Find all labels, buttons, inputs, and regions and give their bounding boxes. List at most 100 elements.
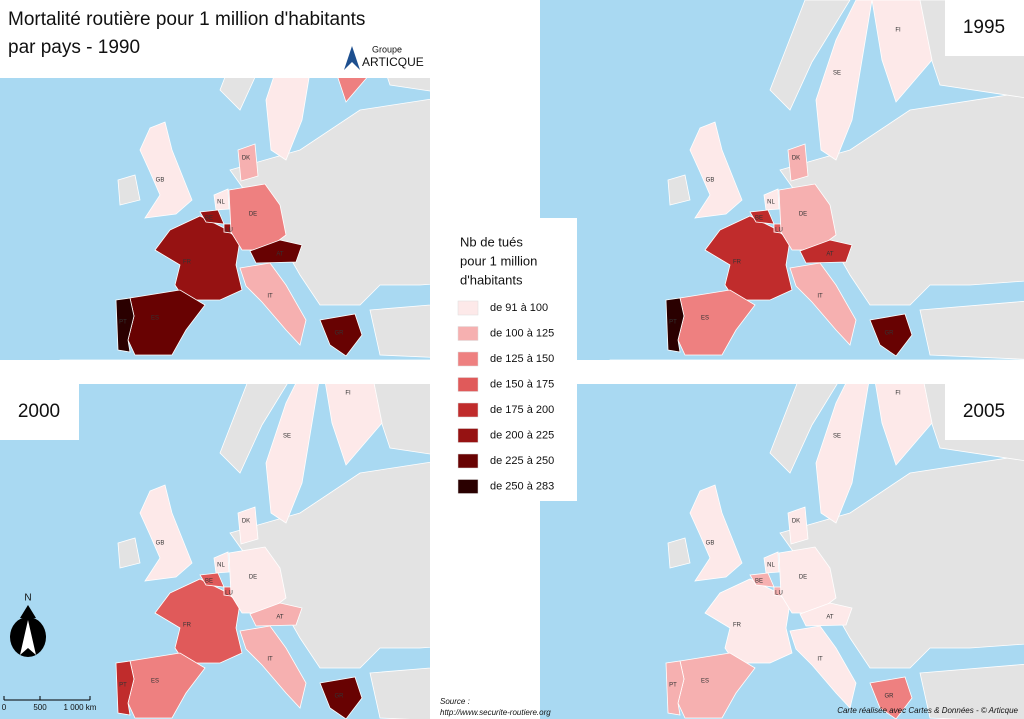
legend-label: de 175 à 200 (490, 404, 554, 416)
logo-text: Groupe (372, 44, 402, 54)
country-label: PT (669, 683, 677, 689)
title-line: par pays - 1990 (8, 37, 140, 58)
country (875, 384, 933, 466)
land (667, 174, 691, 206)
country (665, 660, 685, 716)
country-label: PT (119, 683, 127, 689)
scale-label: 1 000 km (64, 703, 97, 712)
country (237, 143, 259, 182)
country (871, 0, 933, 103)
title-line: Mortalité routière pour 1 million d'habi… (8, 9, 365, 30)
country-label: ES (151, 316, 159, 322)
logo-icon (344, 46, 360, 70)
country-label: BE (205, 216, 213, 222)
land (219, 384, 288, 474)
legend-swatch (457, 428, 479, 443)
country (773, 586, 782, 597)
country (773, 223, 782, 234)
north-label: N (24, 593, 31, 604)
country-label: DK (792, 156, 800, 162)
country (789, 262, 857, 346)
country-label: PT (119, 320, 127, 326)
year-box (945, 384, 1024, 440)
country-label: ES (151, 679, 159, 685)
legend-swatch (457, 377, 479, 392)
country (249, 239, 303, 264)
credit: Carte réalisée avec Cartes & Données - ©… (837, 706, 1018, 715)
scale-bar: 0 500 1 000 km (2, 696, 97, 712)
country (869, 313, 913, 357)
country (704, 215, 793, 301)
scale-label: 500 (33, 703, 47, 712)
country-label: DE (249, 575, 257, 581)
land (59, 359, 430, 360)
country (213, 188, 230, 211)
country (799, 602, 853, 627)
country-label: DK (242, 519, 250, 525)
year-box (945, 0, 1024, 56)
legend-swatch (457, 300, 479, 316)
country-label: GB (156, 178, 165, 184)
country (154, 215, 243, 301)
country-label: LU (775, 228, 783, 234)
country-label: DK (242, 156, 250, 162)
country-label: DE (799, 575, 807, 581)
country (869, 676, 913, 719)
land (769, 0, 851, 111)
country-label: NL (217, 200, 225, 206)
country (799, 239, 853, 264)
country-label: NL (767, 200, 775, 206)
legend-swatch (457, 402, 479, 418)
year-box (0, 384, 79, 440)
country-label: GR (885, 694, 895, 700)
country-label: GR (335, 694, 345, 700)
legend-label: de 125 à 150 (490, 353, 554, 365)
country (223, 223, 232, 234)
legend-title: d'habitants (460, 272, 523, 287)
country-label: LU (225, 591, 233, 597)
country-label: DK (792, 519, 800, 525)
map-layer: GB FR ES PT BE NL LU DE DK AT IT GR SE FI (115, 384, 430, 719)
legend-swatch (457, 479, 479, 494)
country-label: IT (267, 657, 273, 663)
country (319, 676, 363, 719)
country (689, 121, 743, 219)
country (139, 121, 193, 219)
land (369, 667, 430, 719)
land (609, 359, 1024, 360)
country-label: FR (183, 260, 192, 266)
country (213, 551, 230, 574)
country-label: FI (345, 391, 351, 397)
land (769, 384, 838, 474)
country-label: GR (885, 331, 895, 337)
map-panel: GB FR ES PT BE NL LU DE DK AT IT GR SE FI (540, 0, 1024, 360)
land (229, 98, 430, 306)
country (223, 586, 232, 597)
country-label: IT (267, 294, 273, 300)
land (229, 461, 430, 669)
map-panel: GB FR ES PT BE NL LU DE DK AT IT GR SE FI (540, 384, 1024, 719)
country (325, 384, 383, 466)
country-label: FR (733, 623, 742, 629)
map-layer: GB FR ES PT BE NL LU DE DK AT IT GR SE FI (609, 0, 1024, 360)
source: Source : (440, 697, 470, 706)
country-label: SE (833, 434, 841, 440)
country-label: GB (706, 178, 715, 184)
legend-swatch (457, 351, 479, 367)
country-label: LU (225, 228, 233, 234)
year-label: 2005 (963, 401, 1005, 422)
country-label: SE (283, 434, 291, 440)
country (815, 384, 869, 524)
legend-swatch (457, 453, 479, 469)
country (139, 484, 193, 582)
country (237, 506, 259, 545)
country-label: GB (156, 541, 165, 547)
legend-label: de 200 à 225 (490, 429, 554, 441)
country-label: IT (817, 294, 823, 300)
country (154, 578, 243, 664)
land (369, 304, 430, 358)
legend-title: pour 1 million (460, 253, 537, 268)
country-label: NL (217, 563, 225, 569)
land (919, 300, 1024, 360)
country (665, 297, 685, 353)
